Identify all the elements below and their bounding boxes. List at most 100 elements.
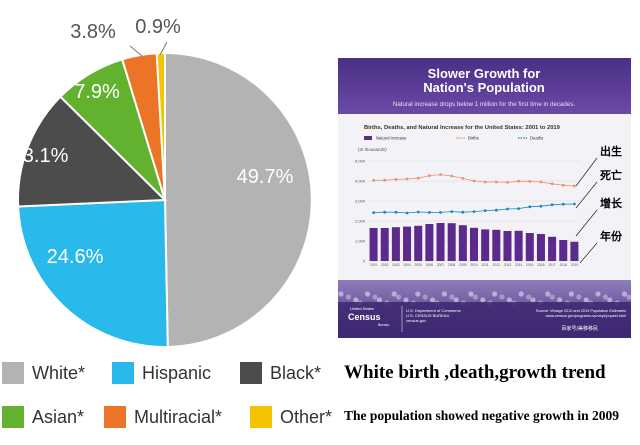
census-ytick: 4,000 <box>355 179 366 184</box>
crowd-head <box>568 291 574 297</box>
census-legend-swatch <box>364 136 372 140</box>
pie-slice-hispanic <box>17 198 169 348</box>
census-point-deaths <box>539 204 543 208</box>
census-point-deaths <box>517 207 520 211</box>
annotation-2: 增长 <box>600 196 623 210</box>
census-point-deaths <box>483 209 487 213</box>
census-point-deaths <box>461 210 465 214</box>
census-bar-2001 <box>369 228 378 261</box>
census-point-births <box>494 180 498 184</box>
pie-slice-black <box>17 95 168 208</box>
pie-label-asian: 7.9% <box>74 81 120 103</box>
legend-swatch-multiracial <box>104 406 126 428</box>
crowd-head <box>518 291 524 297</box>
census-brand-bottom: Bureau <box>378 323 389 327</box>
crowd-head <box>353 297 359 303</box>
census-point-deaths <box>494 208 498 212</box>
crowd-head <box>557 297 563 303</box>
crowd-head <box>576 294 582 300</box>
pie-label-white: 49.7% <box>237 166 294 188</box>
census-xtick: 2001 <box>370 263 378 267</box>
pie-leader-line <box>159 41 168 56</box>
census-xtick: 2004 <box>403 263 411 267</box>
pie-label-multiracial: 3.8% <box>70 21 116 43</box>
census-source: Source: Vintage 2010 and 2019 Population… <box>536 309 626 318</box>
legend-item-asian: Asian* <box>2 406 84 428</box>
census-bar-2004 <box>403 226 412 261</box>
crowd-head <box>338 291 344 297</box>
legend-item-white: White* <box>2 362 85 384</box>
census-legend-label: Deaths <box>530 136 543 141</box>
legend-swatch-asian <box>2 406 24 428</box>
census-ytick: 3,000 <box>355 199 366 204</box>
crowd-head <box>602 294 608 300</box>
census-point-deaths <box>372 211 375 215</box>
census-point-births <box>461 177 465 180</box>
census-point-deaths <box>428 211 431 214</box>
census-bar-2006 <box>425 224 434 261</box>
census-bar-2019 <box>570 241 579 261</box>
crowd-head <box>492 291 498 297</box>
caption-main: White birth ,death,growth trend <box>344 362 606 383</box>
crowd-head <box>430 297 436 303</box>
census-xtick: 2017 <box>548 263 556 267</box>
census-bar-2016 <box>536 234 545 261</box>
census-bar-2011 <box>481 229 490 261</box>
legend-item-multiracial: Multiracial* <box>104 406 222 428</box>
census-legend: Natural increase Births Deaths <box>364 136 543 141</box>
census-xtick: 2013 <box>504 263 512 267</box>
census-point-births <box>439 173 442 176</box>
legend-label-white: White* <box>32 362 86 383</box>
legend-label-hispanic: Hispanic <box>142 362 212 383</box>
census-point-births <box>528 180 532 183</box>
crowd-head <box>396 294 402 300</box>
census-xtick: 2007 <box>437 263 445 267</box>
census-xtick: 2016 <box>537 263 545 267</box>
census-bar-2010 <box>469 227 479 261</box>
legend-swatch-white <box>2 362 24 384</box>
crowd-head <box>415 291 421 297</box>
census-point-deaths <box>528 205 532 209</box>
census-bar-2017 <box>548 236 557 261</box>
pie-label-other: 0.9% <box>135 16 181 38</box>
census-bar-2013 <box>503 231 512 261</box>
caption-sub: The population showed negative growth in… <box>344 408 620 423</box>
census-point-births <box>539 180 543 184</box>
crowd-head <box>526 294 532 300</box>
census-point-births <box>405 177 409 181</box>
crowd-head <box>549 294 555 300</box>
census-xtick: 2019 <box>571 263 579 267</box>
annotation-leader <box>579 242 598 264</box>
census-brand: Census <box>348 312 381 322</box>
census-point-births <box>561 183 565 187</box>
census-xtick: 2006 <box>426 263 434 267</box>
census-bar-2015 <box>525 233 534 261</box>
census-xtick: 2010 <box>470 263 478 267</box>
census-chart-title: Births, Deaths, and Natural Increase for… <box>364 125 561 131</box>
census-ytick: 1,000 <box>355 239 366 244</box>
census-point-deaths <box>394 210 398 214</box>
pie-label-hispanic: 24.6% <box>47 246 104 268</box>
census-ylabel: (In thousands) <box>358 147 387 152</box>
legend-item-black: Black* <box>240 362 321 384</box>
legend-swatch-black <box>240 362 262 384</box>
pie-slice-white <box>164 51 313 348</box>
census-point-deaths <box>506 207 509 211</box>
crowd-head <box>607 297 613 303</box>
legend-swatch-hispanic <box>112 362 134 384</box>
census-legend-label: Natural increase <box>376 136 407 141</box>
infographic-svg: Slower Growth for Nation's Population Nat… <box>338 58 631 338</box>
census-infographic: Slower Growth for Nation's Population Nat… <box>338 58 631 338</box>
census-point-births <box>517 179 520 183</box>
crowd-head <box>499 294 505 300</box>
census-xtick: 2015 <box>526 263 534 267</box>
census-xtick: 2002 <box>381 263 389 267</box>
census-xtick: 2018 <box>560 263 568 267</box>
census-xtick: 2008 <box>448 263 456 267</box>
crowd-head <box>622 291 628 297</box>
crowd-head <box>506 297 512 303</box>
census-ytick: 5,000 <box>355 159 366 164</box>
census-xtick: 2012 <box>493 263 501 267</box>
